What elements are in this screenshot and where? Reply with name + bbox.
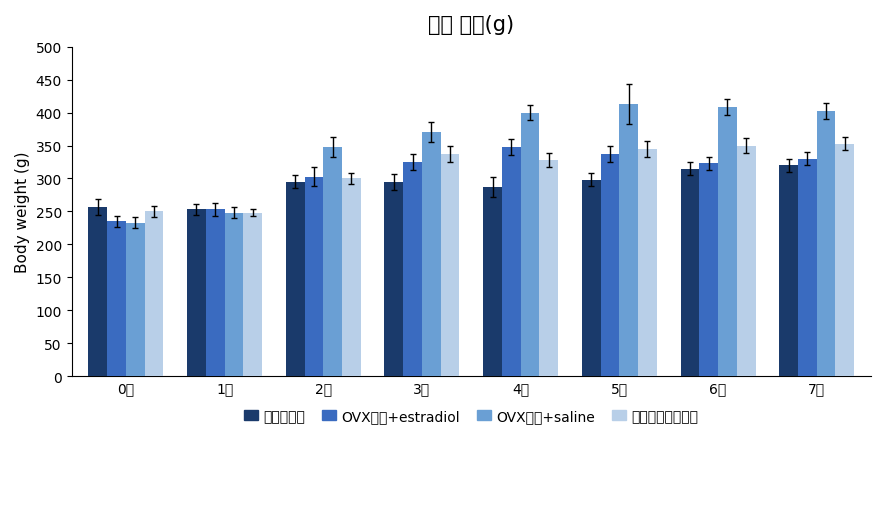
Legend: 일반대조군, OVX모델+estradiol, OVX모델+saline, 발효하수오복합물: 일반대조군, OVX모델+estradiol, OVX모델+saline, 발효… (238, 403, 703, 429)
Bar (718, 108, 737, 376)
Bar (323, 147, 342, 376)
Bar (89, 208, 107, 376)
Y-axis label: Body weight (g): Body weight (g) (15, 152, 30, 273)
Bar (244, 213, 262, 376)
Bar (521, 113, 540, 376)
Bar (422, 133, 440, 376)
Bar (601, 155, 619, 376)
Bar (779, 166, 798, 376)
Bar (286, 182, 305, 376)
Bar (699, 164, 718, 376)
Bar (619, 105, 638, 376)
Bar (342, 179, 361, 376)
Bar (638, 149, 657, 376)
Bar (501, 147, 521, 376)
Bar (483, 188, 501, 376)
Bar (206, 210, 225, 376)
Bar (817, 112, 835, 376)
Bar (107, 222, 126, 376)
Bar (225, 213, 244, 376)
Title: 주당 체중(g): 주당 체중(g) (428, 15, 515, 35)
Bar (403, 163, 422, 376)
Bar (144, 212, 163, 376)
Bar (187, 210, 206, 376)
Bar (126, 223, 144, 376)
Bar (305, 177, 323, 376)
Bar (440, 155, 460, 376)
Bar (798, 160, 817, 376)
Bar (737, 146, 756, 376)
Bar (835, 144, 854, 376)
Bar (582, 180, 601, 376)
Bar (540, 161, 558, 376)
Bar (680, 169, 699, 376)
Bar (385, 182, 403, 376)
